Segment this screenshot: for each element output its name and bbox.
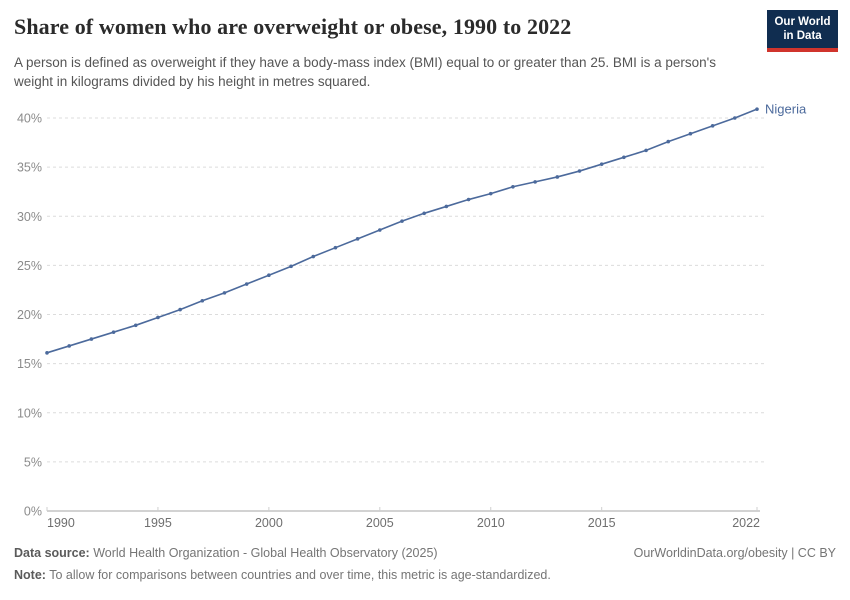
data-point: [333, 245, 338, 250]
data-point: [311, 254, 316, 259]
x-axis-tick-label: 1995: [144, 516, 172, 530]
data-point: [200, 298, 205, 303]
data-point: [555, 175, 560, 179]
owid-logo-line1: Our World: [774, 16, 831, 28]
data-point: [400, 219, 404, 223]
note-text: To allow for comparisons between countri…: [45, 567, 551, 582]
x-axis-tick-label: 2022: [732, 516, 760, 530]
data-point: [511, 184, 515, 189]
x-axis-tick-label: 2000: [255, 516, 283, 530]
y-axis-tick-label: 35%: [17, 161, 42, 175]
data-source-line: Data source: World Health Organization -…: [14, 545, 438, 562]
data-point: [422, 211, 426, 216]
data-point: [688, 131, 693, 136]
data-point: [755, 107, 759, 111]
data-point: [222, 291, 227, 295]
owid-logo: Our World in Data: [767, 10, 838, 52]
data-point: [111, 330, 116, 334]
entity-label: Nigeria: [765, 102, 807, 117]
x-axis-tick-label: 1990: [47, 516, 75, 530]
x-axis-tick-label: 2010: [477, 516, 505, 530]
data-point: [178, 307, 182, 312]
y-axis-tick-label: 40%: [17, 112, 42, 126]
data-point: [378, 228, 382, 232]
owid-license-link[interactable]: OurWorldinData.org/obesity | CC BY: [633, 546, 836, 560]
data-point: [577, 169, 582, 173]
data-point: [488, 191, 493, 196]
y-axis-tick-label: 20%: [17, 308, 42, 322]
y-axis-tick-label: 10%: [17, 406, 42, 420]
data-point: [710, 124, 715, 128]
data-line: [46, 108, 758, 354]
data-point: [355, 237, 360, 241]
data-source-label: Data source:: [14, 546, 90, 560]
note-line: Note: To allow for comparisons between c…: [14, 567, 836, 584]
data-source-text: World Health Organization - Global Healt…: [89, 546, 438, 560]
chart-subtitle: A person is defined as overweight if the…: [14, 55, 716, 90]
data-point: [133, 323, 138, 328]
chart-footer: Data source: World Health Organization -…: [14, 545, 836, 584]
y-axis-tick-label: 25%: [17, 259, 42, 273]
data-point: [666, 139, 671, 144]
data-point: [533, 180, 537, 184]
data-point: [444, 204, 449, 209]
data-point: [289, 264, 293, 269]
data-point: [644, 148, 648, 153]
data-point: [244, 282, 249, 286]
data-point: [733, 116, 737, 120]
line-chart: 0% 5% 10% 15% 20% 25% 30% 35% 40% 1990 1995 2000 200…: [17, 102, 807, 530]
data-point: [599, 162, 604, 166]
data-point: [45, 351, 49, 355]
data-point: [622, 155, 626, 160]
data-point: [89, 337, 94, 341]
data-point: [466, 197, 471, 202]
x-axis-tick-label: 2005: [366, 516, 394, 530]
data-point: [267, 273, 271, 278]
page-title: Share of women who are overweight or obe…: [14, 14, 572, 39]
data-point: [156, 315, 160, 320]
y-axis-tick-label: 5%: [24, 455, 42, 469]
owid-logo-line2: in Data: [783, 30, 822, 43]
x-axis-tick-label: 2015: [588, 516, 616, 530]
y-axis-tick-label: 0%: [24, 505, 42, 519]
y-axis-tick-label: 15%: [17, 357, 42, 371]
y-axis-tick-label: 30%: [17, 210, 42, 224]
data-point: [67, 344, 71, 348]
note-label: Note:: [14, 567, 46, 582]
